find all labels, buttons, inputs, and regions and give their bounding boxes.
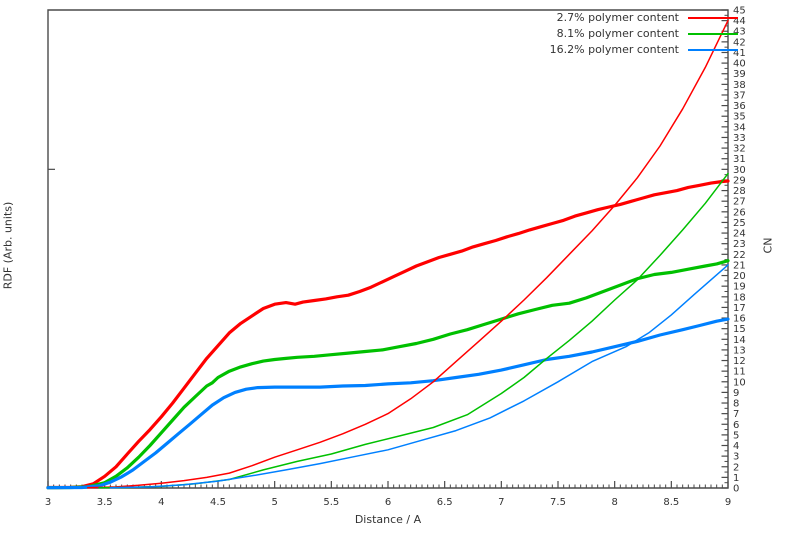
svg-text:4: 4 (158, 497, 164, 508)
svg-text:8: 8 (733, 399, 739, 410)
legend-line-swatch (688, 48, 738, 51)
legend-label: 8.1% polymer content (556, 27, 679, 40)
x-axis-title: Distance / A (354, 513, 422, 526)
svg-text:24: 24 (733, 229, 746, 240)
svg-text:37: 37 (733, 90, 746, 101)
svg-text:0: 0 (733, 484, 739, 495)
svg-text:2: 2 (733, 462, 739, 473)
svg-text:7: 7 (498, 497, 504, 508)
svg-text:41: 41 (733, 48, 746, 59)
svg-text:6.5: 6.5 (437, 497, 453, 508)
svg-text:23: 23 (733, 239, 746, 250)
legend: 2.7% polymer content 8.1% polymer conten… (550, 11, 738, 56)
svg-text:7: 7 (733, 409, 739, 420)
legend-label: 16.2% polymer content (549, 43, 679, 56)
svg-text:20: 20 (733, 271, 746, 282)
svg-text:36: 36 (733, 101, 746, 112)
legend-line-swatch (688, 32, 738, 35)
svg-text:5: 5 (733, 430, 739, 441)
svg-text:3: 3 (45, 497, 51, 508)
svg-text:15: 15 (733, 324, 746, 335)
svg-text:5.5: 5.5 (323, 497, 339, 508)
svg-text:3: 3 (733, 452, 739, 463)
svg-text:14: 14 (733, 335, 746, 346)
svg-text:22: 22 (733, 250, 746, 261)
svg-text:27: 27 (733, 197, 746, 208)
svg-text:21: 21 (733, 260, 746, 271)
svg-text:4.5: 4.5 (210, 497, 226, 508)
svg-text:45: 45 (733, 6, 746, 17)
svg-text:38: 38 (733, 80, 746, 91)
left-axis-title: RDF (Arb. units) (1, 201, 15, 290)
svg-text:8.5: 8.5 (663, 497, 679, 508)
svg-text:39: 39 (733, 69, 746, 80)
right-axis-title: CN (761, 237, 775, 254)
svg-text:40: 40 (733, 59, 746, 70)
svg-text:13: 13 (733, 345, 746, 356)
svg-text:12: 12 (733, 356, 746, 367)
svg-text:4: 4 (733, 441, 739, 452)
legend-item: 16.2% polymer content (550, 43, 738, 56)
svg-text:6: 6 (733, 420, 739, 431)
svg-text:32: 32 (733, 144, 746, 155)
svg-text:17: 17 (733, 303, 746, 314)
svg-text:43: 43 (733, 27, 746, 38)
svg-text:30: 30 (733, 165, 746, 176)
svg-text:6: 6 (385, 497, 391, 508)
svg-text:25: 25 (733, 218, 746, 229)
svg-text:9: 9 (733, 388, 739, 399)
legend-item: 2.7% polymer content (550, 11, 738, 24)
svg-text:18: 18 (733, 292, 746, 303)
svg-text:10: 10 (733, 377, 746, 388)
svg-text:19: 19 (733, 282, 746, 293)
svg-text:26: 26 (733, 207, 746, 218)
svg-text:29: 29 (733, 175, 746, 186)
svg-text:42: 42 (733, 37, 746, 48)
svg-text:35: 35 (733, 112, 746, 123)
svg-text:11: 11 (733, 367, 746, 378)
svg-text:31: 31 (733, 154, 746, 165)
svg-text:8: 8 (611, 497, 617, 508)
svg-text:34: 34 (733, 122, 746, 133)
svg-text:16: 16 (733, 314, 746, 325)
svg-text:33: 33 (733, 133, 746, 144)
svg-text:7.5: 7.5 (550, 497, 566, 508)
legend-label: 2.7% polymer content (556, 11, 679, 24)
svg-text:44: 44 (733, 16, 746, 27)
svg-text:1: 1 (733, 473, 739, 484)
svg-text:28: 28 (733, 186, 746, 197)
legend-item: 8.1% polymer content (550, 27, 738, 40)
svg-text:3.5: 3.5 (97, 497, 113, 508)
legend-line-swatch (688, 16, 738, 19)
svg-text:9: 9 (725, 497, 731, 508)
svg-text:5: 5 (271, 497, 277, 508)
